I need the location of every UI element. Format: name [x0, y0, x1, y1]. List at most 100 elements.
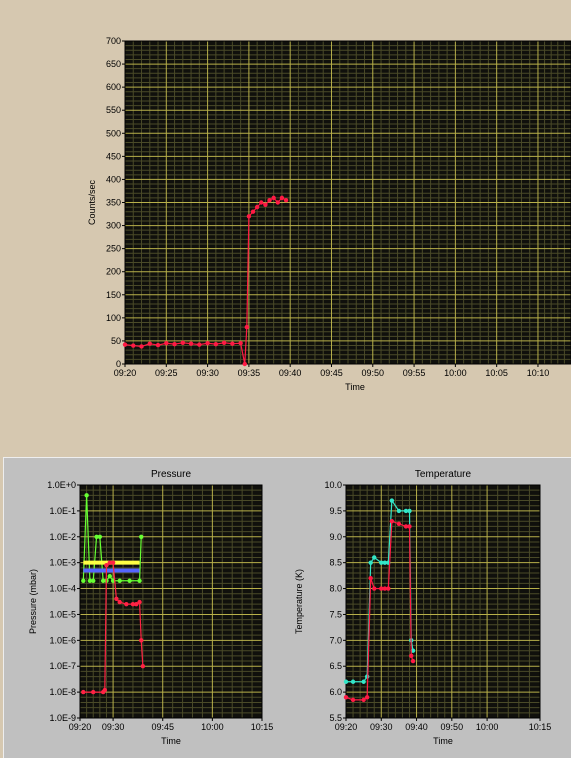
temperature-y-tick-label: 7.5 — [329, 609, 342, 619]
counts-x-tick-label: 10:05 — [485, 368, 508, 378]
counts-y-tick-label: 150 — [106, 290, 121, 300]
counts-y-axis-label: Counts/sec — [87, 179, 97, 225]
counts-x-tick-label: 09:55 — [403, 368, 426, 378]
counts-x-tick-label: 09:45 — [320, 368, 343, 378]
counts-data-point — [180, 340, 186, 345]
pressure-data-point — [117, 599, 122, 605]
counts-y-tick-label: 650 — [106, 59, 121, 69]
counts-data-point — [279, 195, 285, 201]
counts-y-tick-label: 250 — [106, 244, 121, 254]
pressure-data-point — [107, 560, 112, 565]
counts-data-point — [155, 342, 161, 348]
counts-data-point — [147, 341, 152, 346]
pressure-y-tick-label: 1.0E-7 — [49, 661, 76, 671]
counts-y-tick-label: 400 — [106, 174, 121, 184]
pressure-data-point — [107, 574, 112, 579]
pressure-data-point — [91, 689, 96, 695]
temperature-x-tick-label: 09:40 — [405, 722, 428, 732]
temperature-data-point — [350, 697, 356, 703]
pressure-data-point — [124, 601, 129, 607]
counts-data-point — [213, 341, 219, 347]
counts-data-point — [172, 341, 177, 347]
counts-data-point — [197, 342, 202, 347]
pressure-data-point — [137, 599, 142, 605]
pressure-x-tick-label: 10:15 — [251, 722, 274, 732]
temperature-data-point — [389, 498, 395, 503]
pressure-y-tick-label: 1.0E-3 — [49, 558, 76, 568]
temperature-data-point — [410, 648, 416, 653]
counts-data-point — [244, 324, 250, 330]
pressure-data-point — [100, 578, 106, 583]
pressure-x-tick-label: 09:20 — [69, 722, 92, 732]
counts-data-point — [250, 209, 256, 214]
pressure-title: Pressure — [151, 469, 191, 480]
temperature-plot-area — [346, 485, 540, 718]
temperature-y-tick-label: 7.0 — [329, 635, 342, 645]
counts-x-tick-label: 09:20 — [114, 368, 137, 378]
counts-data-point — [122, 342, 128, 347]
pressure-y-axis-label: Pressure (mbar) — [28, 569, 38, 634]
pressure-data-point — [137, 578, 142, 583]
pressure-data-point — [91, 578, 96, 583]
pressure-data-point — [139, 638, 144, 643]
pressure-data-point — [102, 687, 108, 693]
temperature-data-point — [403, 508, 409, 514]
pressure-data-point — [139, 534, 144, 539]
pressure-plot-area — [80, 485, 262, 718]
temperature-data-point — [343, 695, 349, 700]
temperature-y-tick-label: 9.0 — [329, 532, 342, 542]
pressure-data-point — [84, 493, 89, 498]
temperature-x-axis-label: Time — [433, 736, 453, 746]
temperature-x-tick-label: 09:50 — [441, 722, 464, 732]
temperature-data-point — [382, 560, 387, 565]
temperature-data-point — [389, 519, 395, 524]
temperature-data-point — [409, 653, 414, 659]
counts-data-point — [246, 214, 252, 219]
pressure-y-tick-label: 1.0E-2 — [49, 532, 76, 542]
temperature-title: Temperature — [415, 469, 472, 480]
counts-x-tick-label: 09:25 — [155, 368, 178, 378]
pressure-data-point — [87, 578, 93, 583]
counts-data-point — [263, 202, 268, 208]
temperature-y-tick-label: 8.5 — [329, 558, 342, 568]
temperature-data-point — [407, 524, 412, 529]
temperature-y-axis-label: Temperature (K) — [294, 569, 304, 634]
pressure-data-point — [127, 578, 132, 583]
temperature-data-point — [407, 508, 412, 514]
pressure-data-point — [97, 534, 103, 539]
counts-y-tick-label: 100 — [106, 313, 121, 323]
temperature-data-point — [396, 521, 402, 527]
pressure-data-point — [94, 534, 99, 539]
counts-data-point — [205, 341, 210, 346]
counts-data-point — [188, 341, 194, 346]
temperature-data-point — [343, 679, 349, 684]
pressure-x-axis-label: Time — [161, 736, 181, 746]
pressure-x-tick-label: 10:00 — [201, 722, 224, 732]
temperature-data-point — [361, 679, 366, 684]
pressure-data-point — [117, 578, 122, 583]
temperature-data-point — [361, 697, 366, 703]
pressure-data-point — [110, 560, 116, 565]
temperature-y-tick-label: 5.5 — [329, 713, 342, 723]
temperature-x-tick-label: 09:30 — [370, 722, 393, 732]
counts-data-point — [164, 341, 169, 346]
counts-y-tick-label: 0 — [116, 359, 121, 369]
counts-data-point — [238, 341, 243, 346]
pressure-data-point — [81, 689, 86, 695]
temperature-data-point — [382, 586, 387, 591]
counts-x-tick-label: 09:40 — [279, 368, 302, 378]
counts-data-point — [242, 361, 247, 367]
counts-data-point — [259, 200, 264, 205]
temperature-data-point — [368, 576, 373, 581]
pressure-y-tick-label: 1.0E-1 — [49, 506, 76, 516]
counts-x-tick-label: 09:30 — [196, 368, 219, 378]
counts-y-tick-label: 350 — [106, 198, 121, 208]
pressure-y-tick-label: 1.0E-6 — [49, 635, 76, 645]
temperature-frame — [345, 484, 541, 719]
counts-data-point — [221, 340, 227, 345]
temperature-x-tick-label: 09:20 — [335, 722, 358, 732]
pressure-data-point — [114, 596, 119, 602]
pressure-data-point — [81, 578, 86, 583]
counts-y-tick-label: 200 — [106, 267, 121, 277]
